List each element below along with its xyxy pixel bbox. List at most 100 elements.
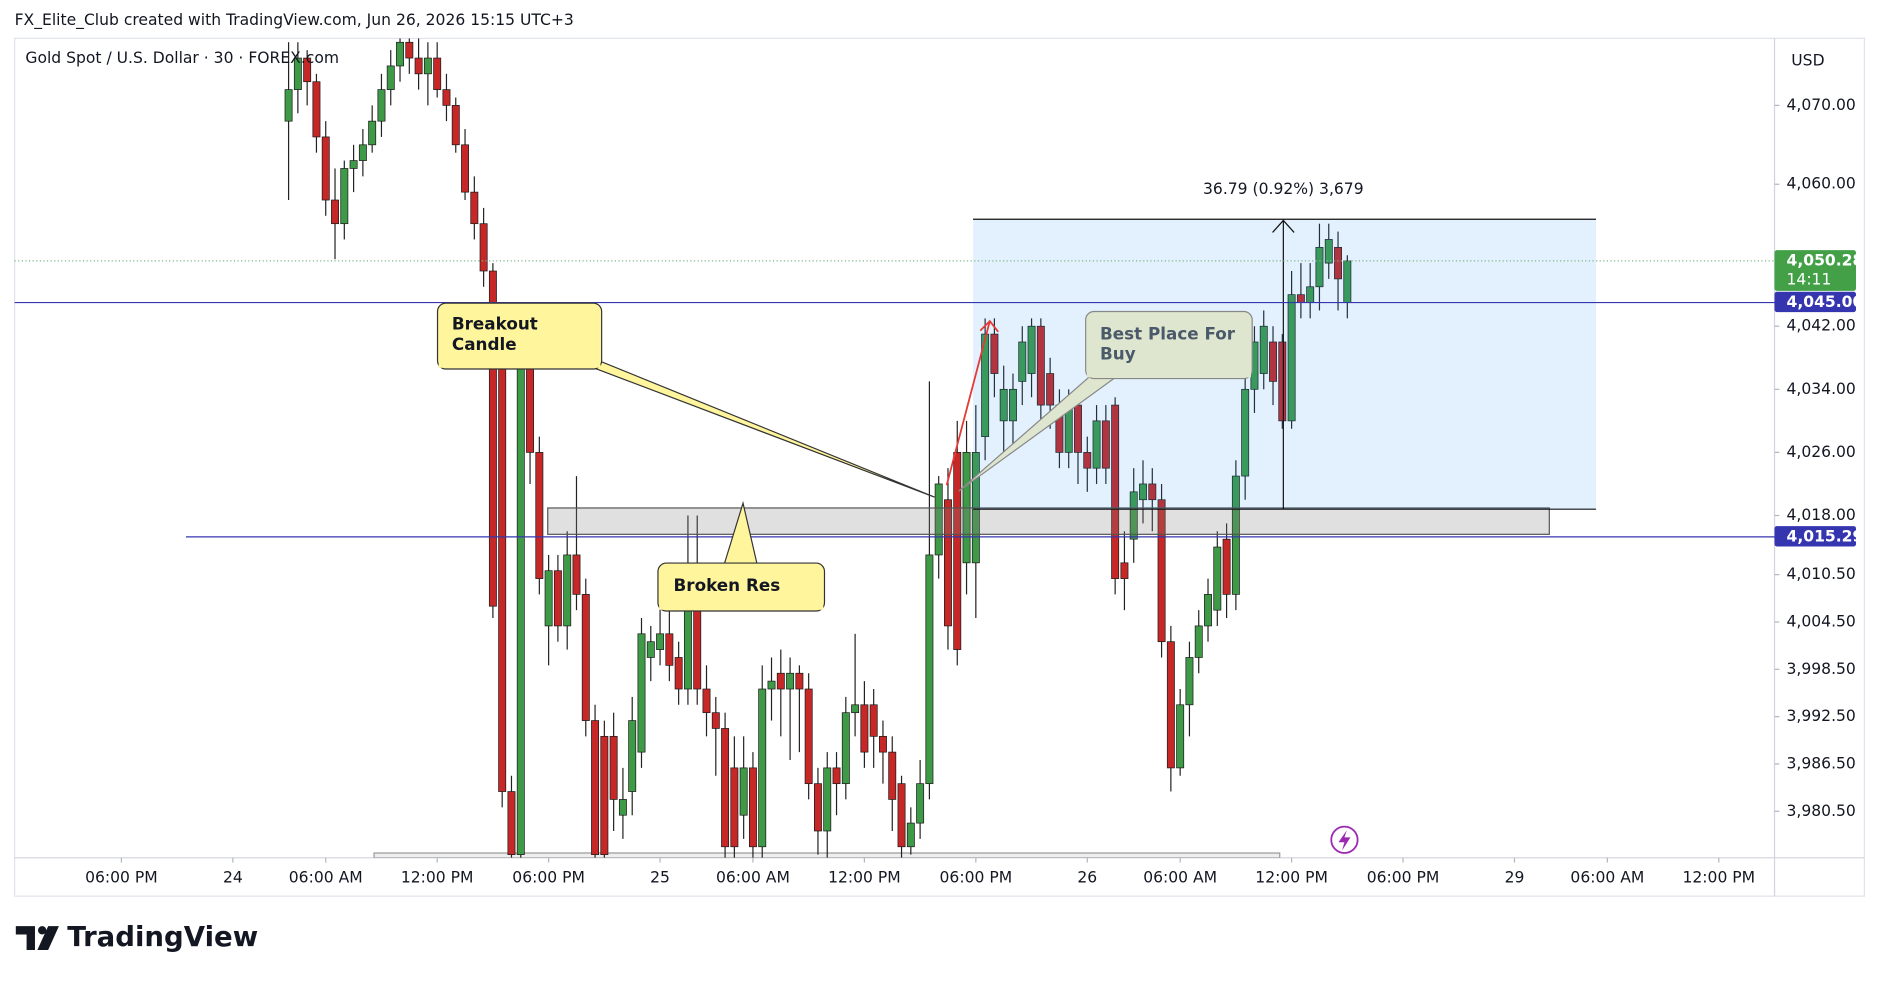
x-tick-label: 12:00 PM [1255,869,1328,887]
callout-text: Candle [452,334,517,354]
y-tick-label: 3,980.50 [1787,802,1856,820]
candle-body [349,160,358,169]
x-tick-label: 29 [1505,869,1525,887]
candle-body [1185,657,1194,706]
price-label-box [1774,250,1857,291]
logo-icon [37,926,59,951]
callout-seam [1086,371,1251,378]
candle-body [386,65,395,90]
candle-body [1324,239,1333,264]
candle-body [879,735,887,753]
candle-body [479,223,488,272]
candle-body [293,57,302,90]
candle-body [786,672,795,690]
logo-icon [37,926,47,935]
measure-arrow [1272,219,1295,233]
candle-body [516,357,525,856]
candle-body [284,89,293,122]
candles [284,38,1352,858]
candle-body [730,767,739,848]
candle-body [1046,373,1055,406]
header: FX_Elite_Club created with TradingView.c… [15,11,574,30]
candle-body [674,657,683,690]
candle-body [860,704,869,753]
candle-body [628,720,637,792]
candle-body [851,704,860,714]
candle-body [423,57,432,75]
candle-body [1315,246,1324,288]
y-tick-label: 4,010.50 [1787,565,1856,583]
candle-body [1176,704,1185,769]
candle-body [544,570,553,627]
candle-body [869,704,878,737]
y-tick-label: 4,060.00 [1787,175,1856,193]
candle-body [1092,420,1101,469]
x-tick-label: 06:00 AM [289,869,363,887]
candle-body [702,688,711,714]
y-tick-label: 3,986.50 [1787,754,1856,772]
candle-body [776,672,785,690]
y-tick-label: 4,026.00 [1787,443,1856,461]
x-tick-label: 12:00 PM [828,869,901,887]
candle-body [321,136,330,201]
candle-body [953,452,962,650]
candle-body [767,680,776,690]
candle-body [814,783,822,832]
y-tick-label: 3,992.50 [1787,707,1856,725]
callout-text: Buy [1100,344,1136,364]
x-tick-label: 06:00 AM [716,869,790,887]
logo-icon [15,926,35,951]
candle-body [331,199,339,225]
candle-body [358,144,367,161]
candle-body [1334,246,1342,280]
candle-body [758,688,767,848]
x-tick-label: 06:00 PM [1367,869,1440,887]
candle-body [609,735,618,800]
candle-body [646,641,655,658]
y-tick-label: 4,018.00 [1787,506,1856,524]
candle-body [1269,341,1277,382]
x-tick-label: 06:00 AM [1570,869,1644,887]
candle-body [944,499,952,627]
callout-text: Best Place For [1100,323,1236,343]
candle-body [990,333,999,374]
candle-body [591,720,600,856]
candle-body [396,41,404,67]
candle-body [368,120,377,146]
y-tick-label: 4,034.00 [1787,380,1856,398]
callout-box [1085,310,1253,380]
callout-seam [438,361,601,368]
candle-body [1101,420,1110,469]
candle-body [1259,325,1268,374]
candle-body [656,633,665,650]
candle-body [1213,546,1222,611]
x-tick-label: 06:00 PM [512,869,585,887]
candle-body [553,570,562,627]
candle-body [535,452,544,579]
candle-body [340,168,349,225]
candle-body [618,799,627,816]
candle-body [1231,475,1240,595]
candle-body [981,333,990,437]
candle-body [1120,562,1129,579]
candle-body [312,81,321,138]
candle-body [1241,388,1250,477]
overlays: 36.79 (0.92%) 3,679 4,050.28 14:11 4,045.00… [14,180,1864,854]
x-tick-label: 06:00 PM [940,869,1013,887]
x-tick-label: 12:00 PM [1683,869,1756,887]
candle-body [1278,341,1287,422]
candle-body [488,270,497,607]
x-tick-label: 06:00 AM [1143,869,1217,887]
candle-body [711,712,720,729]
candle-body [795,672,804,690]
frame [14,37,1865,897]
candle-body [888,751,897,800]
candle-body [303,57,312,83]
candle-body [1129,491,1138,540]
price-label: 4,015.29 [1787,527,1864,545]
brand: TradingView [67,921,258,953]
candle-body [377,89,386,122]
price-label: 4,050.28 [1787,251,1864,269]
